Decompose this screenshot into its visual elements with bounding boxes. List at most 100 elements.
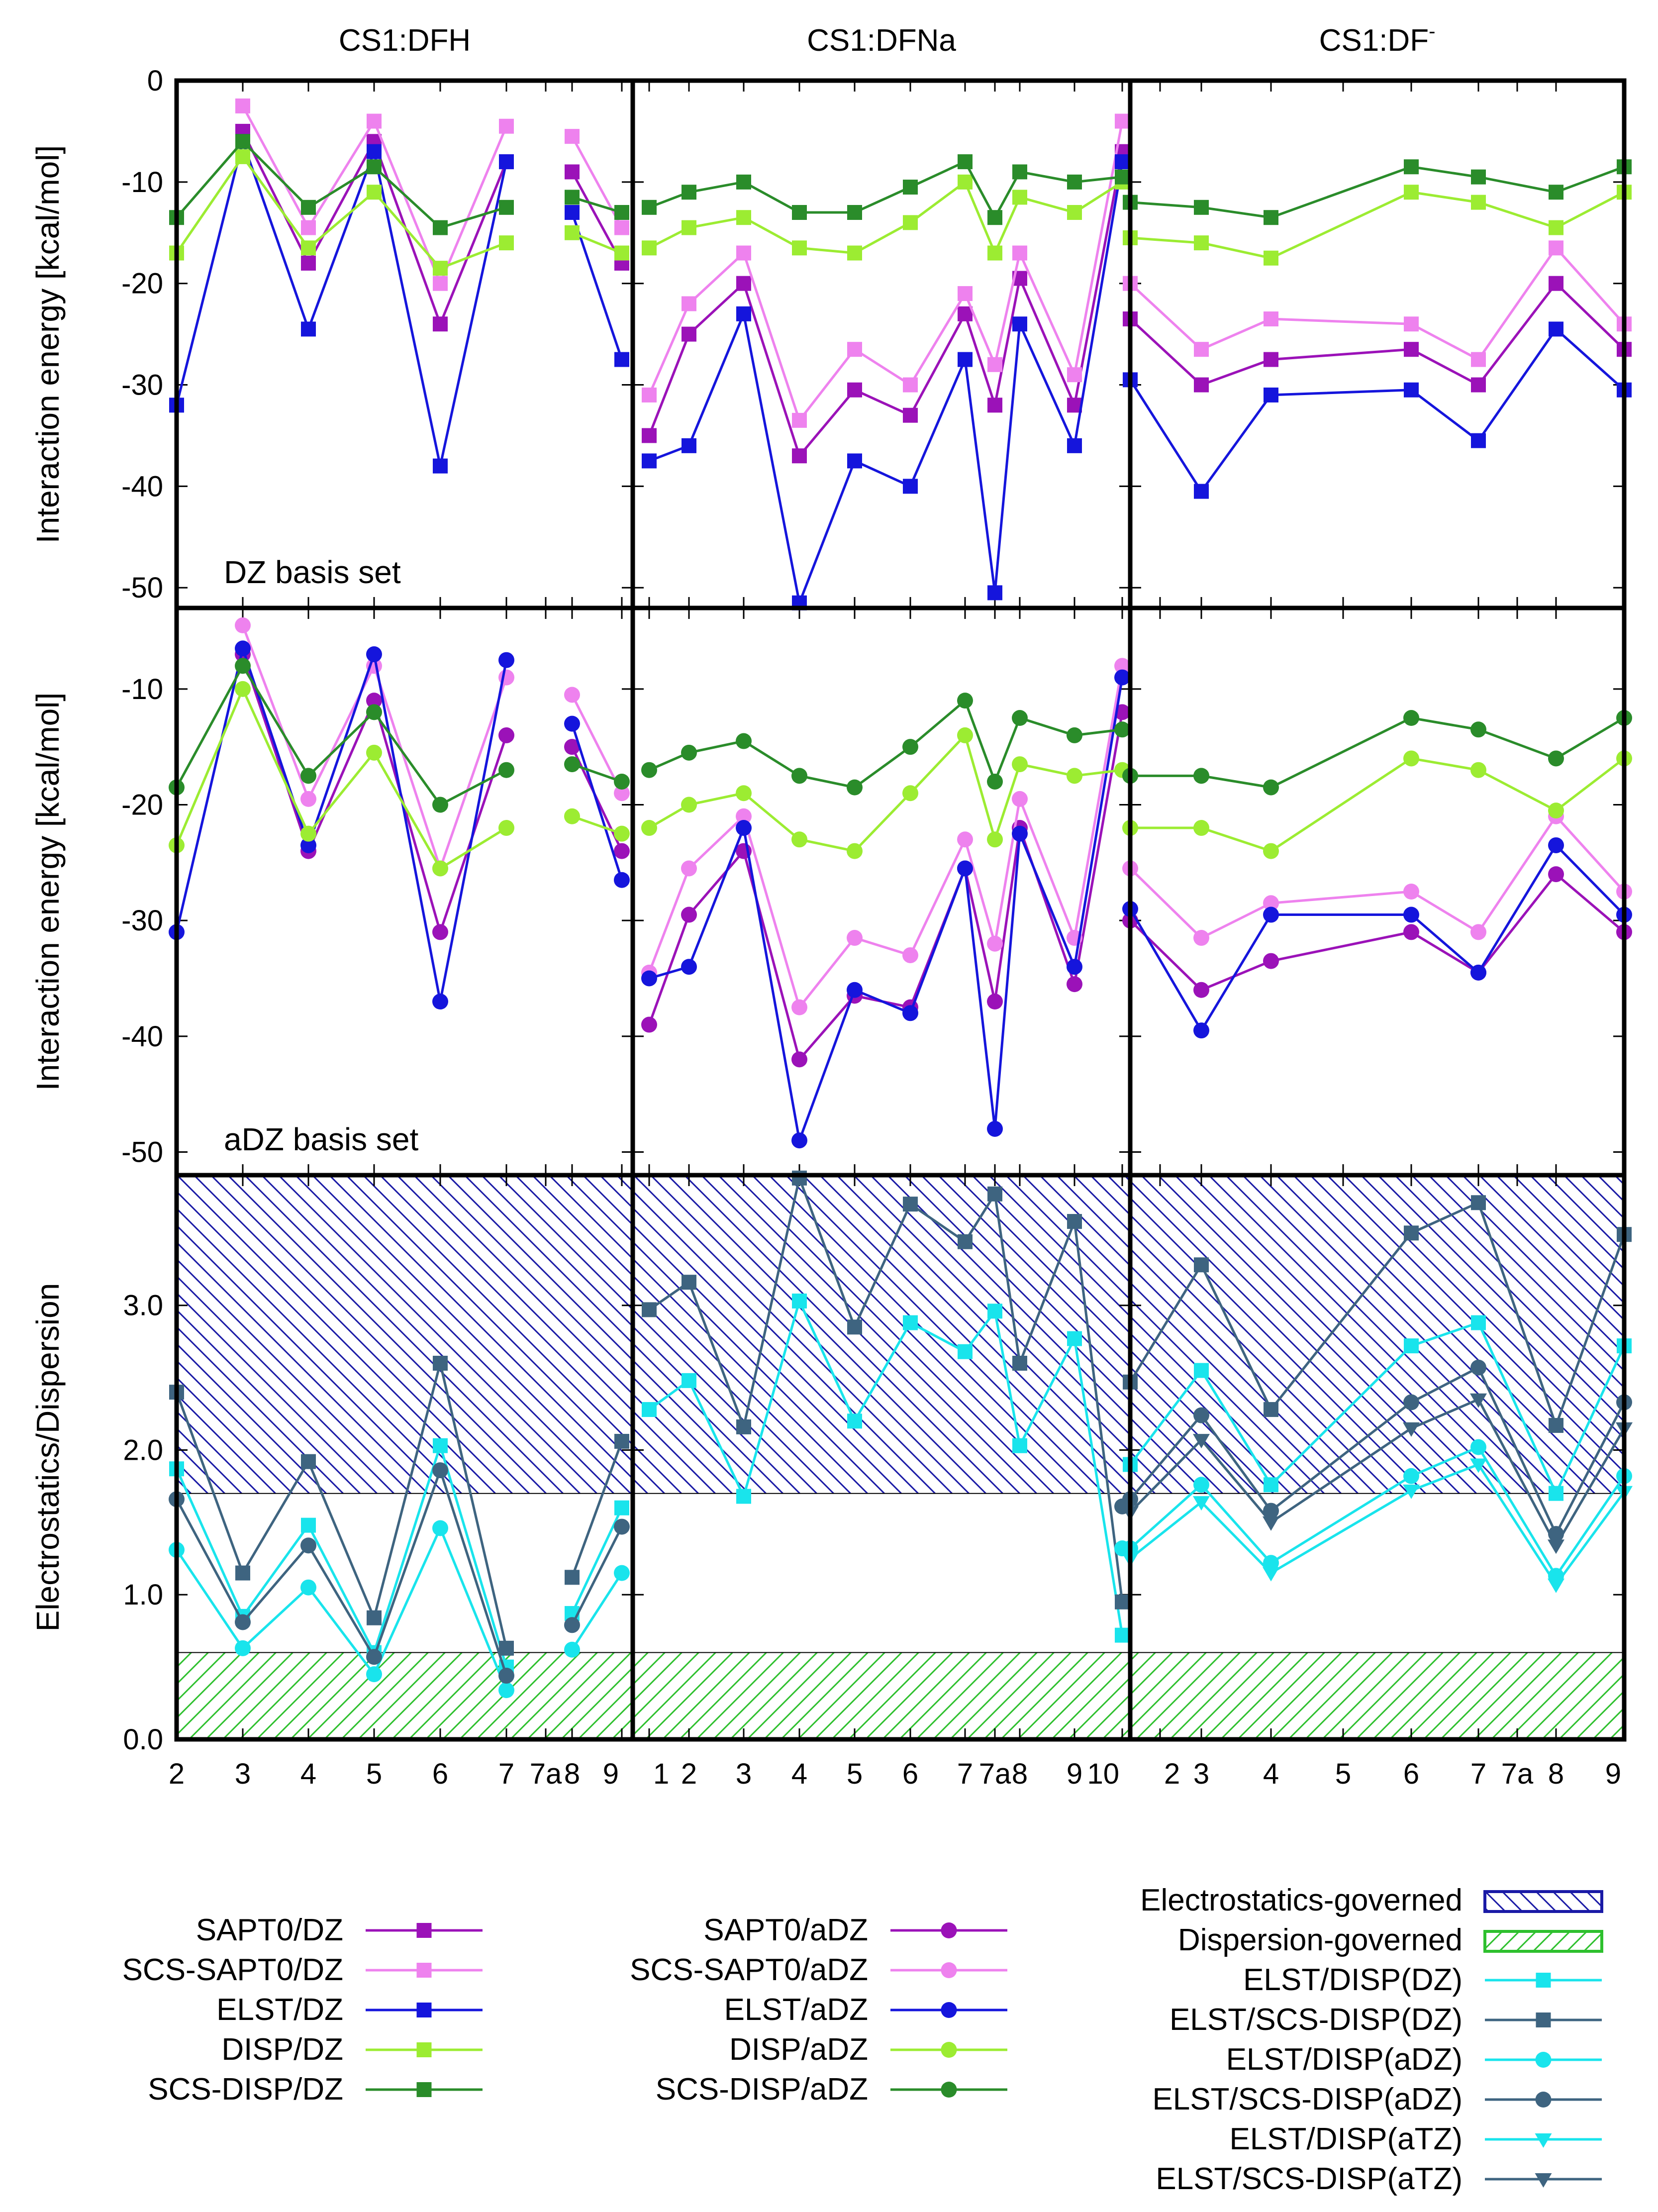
x-tick-label: 7 [1470, 1758, 1486, 1790]
data-point [366, 693, 382, 709]
data-point [1067, 438, 1082, 453]
data-point [498, 762, 514, 778]
data-point [1012, 1438, 1027, 1453]
data-point [903, 407, 918, 423]
legend-item: SCS-SAPT0/aDZ [630, 1953, 1007, 1987]
legend-item: DISP/DZ [221, 2032, 483, 2067]
series-elst-disp-dz- [169, 1293, 1632, 1675]
data-point [1012, 190, 1027, 205]
data-point [1264, 1477, 1278, 1493]
data-point [565, 164, 580, 180]
data-point [1403, 750, 1419, 767]
legend-label: SAPT0/DZ [196, 1913, 343, 1947]
data-point [614, 1518, 630, 1535]
data-point [1470, 924, 1486, 940]
data-point [736, 306, 751, 321]
data-point [1470, 964, 1486, 981]
data-point [847, 342, 862, 357]
series-line [649, 161, 1124, 607]
data-point [642, 200, 657, 215]
legend-label: ELST/DISP(aDZ) [1226, 2042, 1463, 2077]
x-tick-label: 1 [653, 1758, 669, 1790]
data-point [300, 825, 316, 842]
data-point [902, 785, 918, 802]
data-point [957, 727, 973, 743]
data-point [1012, 245, 1027, 261]
data-point [1471, 352, 1486, 367]
legend: SAPT0/DZ SCS-SAPT0/DZ ELST/DZ DISP/DZ SCS-DI… [122, 1883, 1603, 2196]
series-elst-adz [169, 640, 1632, 1149]
data-point [958, 154, 973, 170]
x-tick-label: 7 [957, 1758, 973, 1790]
series-elst-disp-adz- [169, 1439, 1632, 1699]
legend-label: ELST/DISP(aTZ) [1229, 2122, 1463, 2156]
x-tick-label: 5 [1335, 1758, 1351, 1790]
data-point [1403, 710, 1419, 726]
data-point [235, 149, 250, 164]
data-point [235, 1614, 251, 1630]
y-axis-label: Electrostatics/Dispersion [30, 1283, 66, 1632]
data-point [433, 1356, 448, 1371]
data-point [1115, 113, 1130, 129]
legend-item: SCS-DISP/DZ [148, 2072, 483, 2107]
region-dispersion-col3 [1130, 1652, 1624, 1739]
legend-label: ELST/SCS-DISP(DZ) [1170, 2003, 1463, 2037]
x-tick-label: 3 [235, 1758, 251, 1790]
legend-item: ELST/DISP(aTZ) [1229, 2122, 1602, 2156]
data-point [564, 808, 580, 824]
data-point [681, 860, 697, 877]
data-point [736, 785, 752, 802]
y-tick-label: 0.0 [123, 1723, 163, 1756]
data-point [1263, 843, 1279, 859]
series-sapt0-dz [235, 123, 1632, 464]
data-point [987, 935, 1003, 952]
data-point [987, 1304, 1002, 1319]
region-dispersion-col1 [177, 1652, 633, 1739]
data-point [1548, 837, 1564, 853]
data-point [1194, 342, 1209, 357]
data-point [958, 306, 973, 321]
data-point [903, 479, 918, 494]
data-point [235, 617, 251, 633]
data-point [366, 1649, 382, 1665]
x-tick-label: 4 [1263, 1758, 1279, 1790]
data-point [1012, 756, 1028, 773]
series-line [572, 231, 622, 254]
data-point [565, 205, 580, 220]
x-tick-label: 3 [736, 1758, 752, 1790]
data-point [1193, 1434, 1210, 1449]
data-point [681, 906, 697, 923]
data-point [958, 352, 973, 367]
data-point [642, 428, 657, 443]
data-point [958, 1344, 973, 1359]
series-line [571, 1526, 623, 1626]
data-point [1404, 159, 1419, 175]
data-point [1012, 825, 1028, 842]
data-point [958, 1234, 973, 1249]
data-point [499, 235, 514, 251]
data-point [1470, 1359, 1486, 1376]
data-point [1012, 316, 1027, 332]
series-line [176, 139, 507, 229]
data-point [642, 453, 657, 469]
series-line [649, 160, 1123, 220]
x-tick-label: 6 [902, 1758, 918, 1790]
data-point [1471, 377, 1486, 393]
data-point [1471, 195, 1486, 210]
panel-frames [174, 78, 1627, 1742]
data-point [1067, 768, 1082, 784]
data-point [682, 185, 696, 200]
y-tick-label: -40 [121, 470, 163, 503]
basis-set-note: DZ basis set [224, 554, 401, 590]
y-tick-label: 3.0 [123, 1290, 163, 1322]
legend-item: SCS-DISP/aDZ [656, 2072, 1007, 2107]
region-electrostatics-col2 [633, 1175, 1130, 1494]
data-point [614, 352, 629, 367]
data-point [1549, 1418, 1563, 1433]
series-line [648, 733, 1123, 853]
data-point [416, 2042, 432, 2057]
data-point [1470, 1439, 1486, 1455]
data-point [433, 1438, 448, 1453]
x-tick-label: 8 [564, 1758, 580, 1790]
series-line [175, 1466, 508, 1676]
